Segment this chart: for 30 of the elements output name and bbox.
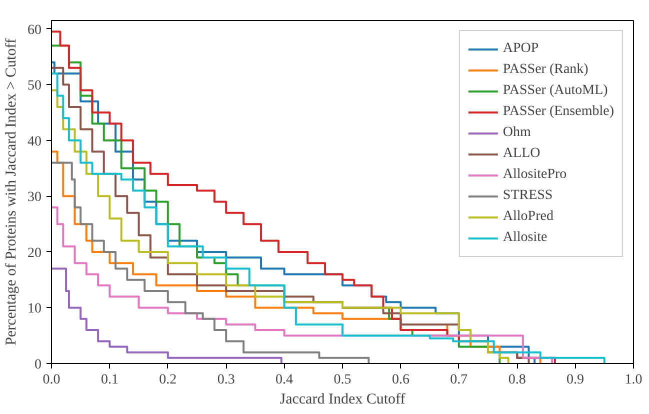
x-tick-label: 0.2	[159, 372, 177, 388]
x-tick-label: 1.0	[624, 372, 642, 388]
legend-label: Allosite	[502, 230, 548, 246]
legend-label: AllositePro	[502, 167, 567, 183]
legend-label: PASSer (AutoML)	[502, 83, 608, 99]
legend-label: STRESS	[502, 188, 553, 204]
legend-label: PASSer (Rank)	[502, 62, 588, 78]
y-tick-label: 30	[28, 190, 42, 206]
y-tick-label: 50	[28, 78, 42, 94]
legend-label: APOP	[502, 41, 539, 57]
x-tick-label: 0.8	[508, 372, 526, 388]
y-tick-label: 20	[28, 246, 42, 261]
y-axis-title: Percentage of Proteins with Jaccard Index > Cutoff	[4, 38, 20, 346]
x-tick-label: 0.9	[566, 372, 584, 388]
legend-label: Ohm	[502, 125, 531, 141]
x-tick-label: 0.0	[42, 372, 60, 388]
legend-label: PASSer (Ensemble)	[502, 104, 614, 120]
x-tick-label: 0.6	[392, 372, 410, 388]
y-tick-label: 40	[28, 134, 42, 150]
x-tick-label: 0.1	[100, 372, 118, 388]
y-tick-label: 60	[28, 22, 42, 38]
legend-label: ALLO	[502, 146, 540, 162]
x-tick-label: 0.7	[450, 372, 468, 388]
y-tick-label: 0	[34, 358, 42, 372]
x-tick-label: 0.3	[217, 372, 235, 388]
x-tick-label: 0.5	[334, 372, 352, 388]
y-tick-label: 10	[28, 302, 42, 317]
x-tick-label: 0.4	[276, 372, 294, 388]
x-axis-title: Jaccard Index Cutoff	[280, 392, 406, 408]
legend-label: AlloPred	[502, 209, 554, 225]
